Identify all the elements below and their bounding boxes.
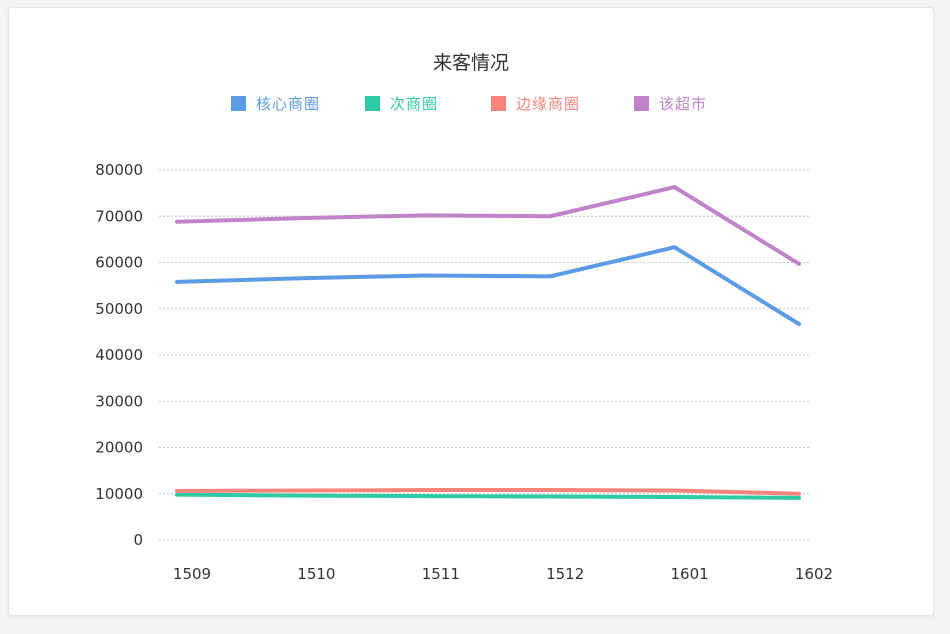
legend-swatch-edge [491,95,506,111]
legend-label-store: 该超市 [659,94,708,113]
chart-card: 来客情况 核心商圈 次商圈 边缘商圈 该超市 0 10000 20000 30000 4… [8,7,934,616]
y-tick-label: 30000 [95,392,143,410]
line-chart-plot: 0 10000 20000 30000 40000 50000 60000 70000 8000… [95,161,833,583]
x-tick-label: 1602 [795,565,833,583]
series-line-1[interactable] [175,492,801,500]
series-line-2[interactable] [175,488,801,496]
y-tick-label: 40000 [95,346,143,364]
y-tick-label: 20000 [95,439,143,457]
legend-swatch-secondary [365,95,380,111]
series-line-0[interactable] [175,245,801,327]
legend-label-edge: 边缘商圈 [516,94,581,113]
legend-item-store[interactable]: 该超市 [634,92,707,114]
x-tick-label: 1511 [422,565,460,583]
chart-title: 来客情况 [432,52,509,74]
legend-item-secondary[interactable]: 次商圈 [365,92,438,114]
y-tick-label: 50000 [95,300,143,318]
series-line-3[interactable] [175,185,801,266]
legend-swatch-store [634,95,649,111]
legend-swatch-core [231,95,246,111]
x-tick-label: 1510 [297,565,335,583]
x-tick-label: 1509 [173,565,211,583]
y-tick-label: 60000 [95,254,143,272]
y-tick-label: 0 [133,531,143,549]
y-tick-label: 10000 [95,485,143,503]
legend-item-core[interactable]: 核心商圈 [231,92,320,114]
legend-item-edge[interactable]: 边缘商圈 [491,92,580,114]
legend-label-core: 核心商圈 [256,94,321,113]
y-tick-label: 80000 [95,161,143,179]
y-tick-label: 70000 [95,207,143,225]
chart-legend: 核心商圈 次商圈 边缘商圈 该超市 [9,92,933,114]
legend-label-secondary: 次商圈 [390,94,439,113]
x-tick-label: 1512 [546,565,584,583]
x-tick-label: 1601 [671,565,709,583]
